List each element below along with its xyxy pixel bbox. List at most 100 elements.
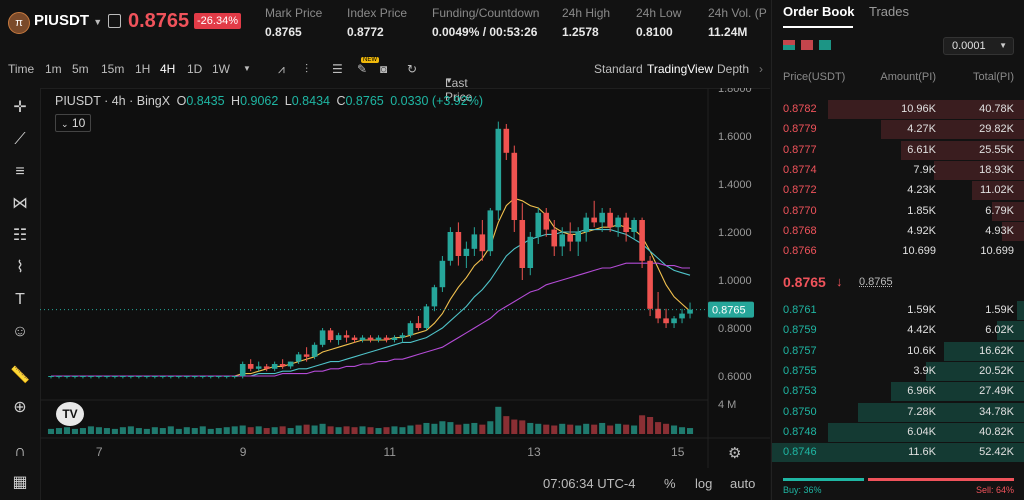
indicators-icon[interactable]: ⩘ [278,62,285,76]
volume-bar [639,415,646,434]
asks-only-view-icon[interactable] [801,40,813,50]
ob-last-price: 0.8765 [783,274,826,290]
volume-bar [135,428,142,434]
depth-bar [827,422,1024,442]
candle-body [471,234,478,249]
interval-1w[interactable]: 1W [212,62,230,76]
bid-row[interactable]: 0.8755 3.9K 20.52K [772,361,1024,381]
stat-value: 0.8772 [347,25,384,39]
view-tradingview[interactable]: TradingView [647,62,714,76]
volume-bar [207,428,214,434]
bid-row[interactable]: 0.8761 1.59K 1.59K [772,300,1024,320]
bid-row[interactable]: 0.8757 10.6K 16.62K [772,341,1024,361]
log-toggle[interactable]: log [695,476,713,491]
reset-icon[interactable]: ↻ [407,62,418,76]
row-total: 16.62K [979,344,1014,357]
fib-icon[interactable]: ☷ [12,227,28,244]
ask-row[interactable]: 0.8766 10.699 10.699 [772,241,1024,261]
interval-1h[interactable]: 1H [135,62,151,76]
ask-row[interactable]: 0.8777 6.61K 25.55K [772,140,1024,160]
candle-body [191,376,198,377]
text-icon[interactable]: T [15,291,25,308]
volume-bar [551,425,558,434]
depth-bar [971,181,1024,201]
horizontal-lines-icon[interactable]: ≡ [15,163,25,180]
price-chart[interactable]: 1.8000 1.6000 1.4000 1.2000 1.0000 0.8000 0.60… [40,88,770,500]
ask-row[interactable]: 0.8770 1.85K 6.79K [772,201,1024,221]
ask-row[interactable]: 0.8774 7.9K 18.93K [772,160,1024,180]
volume-bar [607,425,614,434]
magnet-icon[interactable]: ∩ [14,443,26,460]
brush-icon[interactable]: ⌇ [16,259,24,276]
chart-settings-icon[interactable]: ⚙ [728,445,742,462]
both-sides-view-icon[interactable] [783,40,795,50]
candle-body [287,361,294,367]
volume-bar [263,428,270,434]
ma-toggle[interactable]: ⌄ 10 [55,114,92,132]
bid-row[interactable]: 0.8750 7.28K 34.78K [772,402,1024,422]
interval-5m[interactable]: 5m [72,62,89,76]
bid-row[interactable]: 0.8746 11.6K 52.42K [772,442,1024,463]
view-depth[interactable]: Depth [717,62,750,76]
volume-bar [151,427,158,434]
view-standard[interactable]: Standard [594,62,643,76]
candle-body [567,234,574,242]
volume-bar [471,422,478,434]
candle-body [144,376,150,377]
interval-4h[interactable]: 4H [160,62,176,76]
scroll-right-icon[interactable]: › [759,62,763,76]
settings-icon[interactable]: ☰ [332,62,343,76]
interval-dropdown-icon[interactable]: ▼ [243,64,251,73]
ruler-icon[interactable]: 📏 [10,367,30,384]
col-amount: Amount(PI) [880,71,936,83]
volume-bar [159,428,166,434]
row-total: 10.699 [980,245,1014,258]
last-price: 0.8765 [128,10,190,32]
current-price-tag-bg [708,301,754,318]
precision-selector[interactable]: 0.0001 ▼ [943,37,1014,55]
interval-1d[interactable]: 1D [187,62,203,76]
volume-bar [631,425,638,434]
calendar-icon[interactable]: ▦ [12,474,28,491]
emoji-icon[interactable]: ☺ [11,323,29,340]
pattern-icon[interactable]: ⋈ [12,195,28,212]
crosshair-icon[interactable]: ✛ [13,99,27,116]
candle-body [231,376,238,377]
symbol-selector[interactable]: PIUSDT ▼ [34,12,102,29]
ask-row[interactable]: 0.8779 4.27K 29.82K [772,119,1024,140]
book-icon[interactable] [108,14,121,28]
volume-bar [663,423,670,434]
bid-row[interactable]: 0.8748 6.04K 40.82K [772,422,1024,442]
bid-row[interactable]: 0.8759 4.42K 6.02K [772,320,1024,341]
candle-body [311,344,318,357]
tab-trades[interactable]: Trades [869,4,909,19]
legend-high: 0.9062 [240,94,279,108]
draw-icon[interactable]: ✎ [357,62,368,76]
ask-row[interactable]: 0.8772 4.23K 11.02K [772,180,1024,201]
bid-row[interactable]: 0.8753 6.96K 27.49K [772,381,1024,402]
volume-bar [279,426,286,434]
legend-low: 0.8434 [291,94,330,108]
camera-icon[interactable]: ◙ [380,62,388,76]
trend-line-icon[interactable]: ⟋ [14,131,26,148]
zoom-icon[interactable]: ⊕ [13,399,27,416]
chart-canvas[interactable]: 1.8000 1.6000 1.4000 1.2000 1.0000 0.8000 0.60… [40,88,770,500]
interval-15m[interactable]: 15m [101,62,125,76]
chart-toolbar: Time 1m 5m 15m 1H 4H 1D 1W ▼ ⩘ ⫶ ☰ ✎ NEW… [0,48,770,104]
candle-type-icon[interactable]: ⫶ [305,62,309,76]
volume-bar [215,428,222,434]
row-price: 0.8772 [783,184,817,197]
auto-toggle[interactable]: auto [730,476,756,491]
percent-toggle[interactable]: % [664,476,676,491]
candle-body [391,337,398,340]
ask-row[interactable]: 0.8782 10.96K 40.78K [772,99,1024,119]
interval-1m[interactable]: 1m [45,62,62,76]
down-arrow-icon: ↓ [836,274,843,289]
volume-bar [543,424,550,434]
ask-row[interactable]: 0.8768 4.92K 4.93K [772,221,1024,241]
y-tick-label: 1.6000 [718,131,752,143]
tab-order-book[interactable]: Order Book [783,4,855,19]
row-total: 11.02K [979,184,1014,197]
bids-only-view-icon[interactable] [819,40,831,50]
row-price: 0.8761 [783,304,817,316]
